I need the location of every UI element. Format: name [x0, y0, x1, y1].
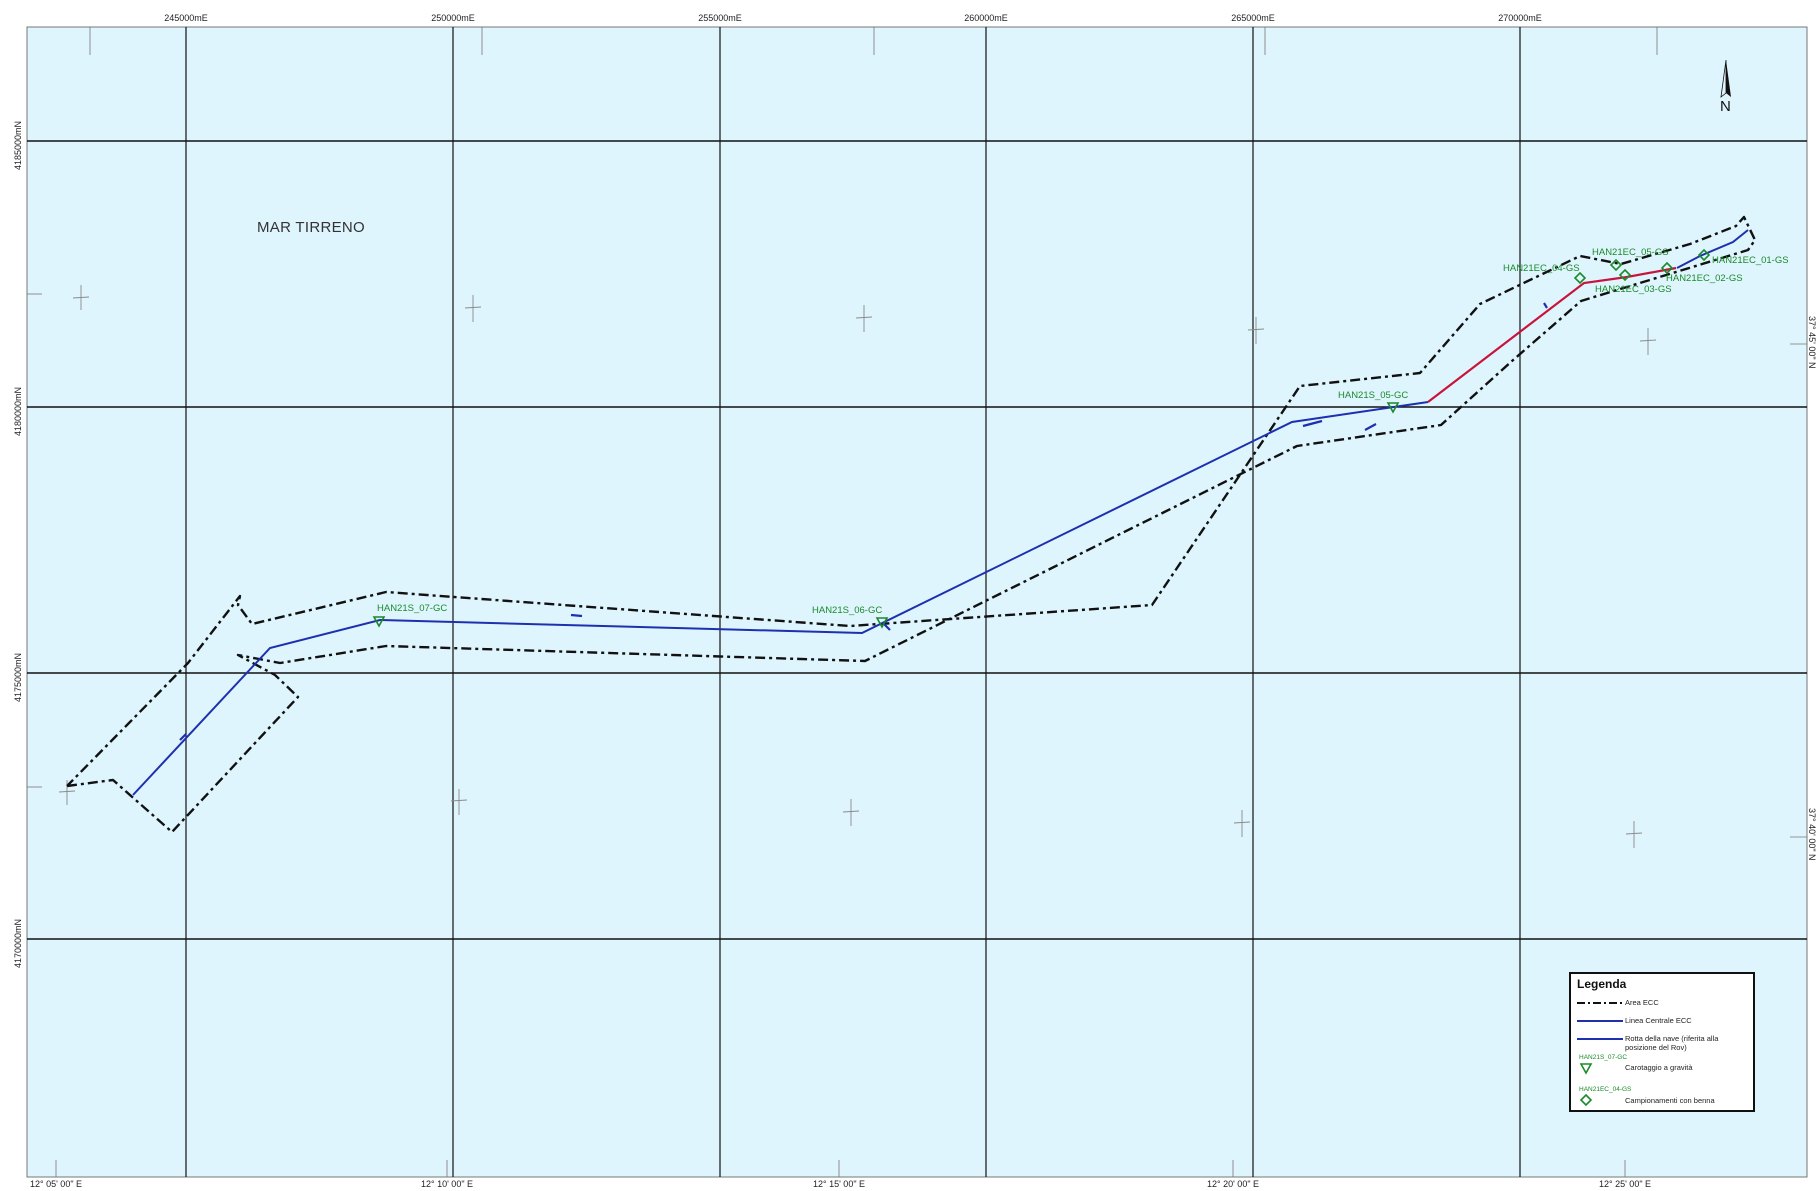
- easting-label: 265000mE: [1231, 13, 1275, 23]
- station-han21ec-03-diamond-icon: [1618, 268, 1632, 282]
- legend-label: Carotaggio a gravità: [1625, 1063, 1693, 1072]
- station-label: HAN21S_05-GC: [1338, 390, 1409, 401]
- north-label: N: [1720, 98, 1731, 115]
- ecc-centre-line-east: [1676, 229, 1749, 269]
- legend-label: Linea Centrale ECC: [1625, 1016, 1692, 1025]
- station-label: HAN21EC_02-GS: [1666, 273, 1743, 284]
- graticule-crosses: [58, 285, 1657, 848]
- easting-label: 260000mE: [964, 13, 1008, 23]
- northing-label: 4180000mN: [13, 386, 23, 436]
- latitude-label: 37° 45' 00" N: [1807, 316, 1817, 369]
- easting-label: 270000mE: [1498, 13, 1542, 23]
- station-label: HAN21EC_04-GS: [1503, 263, 1580, 274]
- northing-grid: [27, 140, 1807, 940]
- northing-label: 4170000mN: [13, 918, 23, 968]
- ship-route-fragments: [179, 302, 1548, 741]
- legend-example-label: HAN21EC_04-GS: [1579, 1086, 1632, 1093]
- station-label: HAN21S_07-GC: [377, 603, 448, 614]
- station-label: HAN21S_06-GC: [812, 605, 883, 616]
- legend-title: Legenda: [1577, 977, 1627, 991]
- blue-line-icon: [1577, 1020, 1623, 1022]
- longitude-label: 12° 15' 00" E: [812, 1179, 866, 1189]
- station-han21ec-04-diamond-icon: [1573, 271, 1587, 285]
- dashed-line-icon: [1577, 1002, 1623, 1004]
- sea-label: MAR TIRRENO: [257, 219, 366, 236]
- station-han21ec-02-diamond-icon: [1660, 261, 1674, 275]
- station-han21ec-05-diamond-icon: [1609, 258, 1623, 272]
- longitude-label: 12° 10' 00" E: [420, 1179, 474, 1189]
- map-frame: [26, 26, 1808, 1178]
- station-han21ec-01-diamond-icon: [1697, 248, 1711, 262]
- blue-line-icon: [1577, 1038, 1623, 1040]
- easting-label: 255000mE: [698, 13, 742, 23]
- northing-label: 4175000mN: [13, 652, 23, 702]
- legend-label: Campionamenti con benna: [1625, 1096, 1715, 1105]
- station-label: HAN21EC_03-GS: [1595, 284, 1672, 295]
- easting-grid: [185, 27, 1521, 1177]
- legend-label: Area ECC: [1625, 998, 1659, 1007]
- ecc-area-outline: [66, 215, 1757, 834]
- longitude-label: 12° 25' 00" E: [1598, 1179, 1652, 1189]
- longitude-label: 12° 20' 00" E: [1206, 1179, 1260, 1189]
- map-legend: Legenda Area ECC Linea Centrale ECC Rott…: [1569, 972, 1755, 1112]
- northing-label: 4185000mN: [13, 120, 23, 170]
- easting-label: 250000mE: [431, 13, 475, 23]
- triangle-icon: [1579, 1063, 1593, 1075]
- grab-sample-markers: [1573, 248, 1711, 285]
- legend-label: Rotta della nave (riferita alla posizion…: [1625, 1034, 1719, 1052]
- ecc-centre-line: [132, 401, 1429, 796]
- station-label: HAN21EC_01-GS: [1712, 255, 1789, 266]
- station-label: HAN21EC_05-GS: [1592, 247, 1669, 258]
- latitude-label: 37° 40' 00" N: [1807, 808, 1817, 861]
- easting-label: 245000mE: [164, 13, 208, 23]
- sea-area: [27, 27, 1807, 1177]
- diamond-icon: [1579, 1094, 1593, 1107]
- station-han21s-06-triangle-icon: [875, 617, 889, 629]
- longitude-label: 12° 05' 00" E: [29, 1179, 83, 1189]
- north-arrow-icon: [1720, 59, 1731, 98]
- graticule-edge-ticks: [27, 27, 1807, 1177]
- station-han21s-07-triangle-icon: [372, 616, 386, 628]
- ship-route-red: [1427, 266, 1677, 403]
- gravity-core-markers: [372, 402, 1400, 629]
- station-han21s-05-triangle-icon: [1386, 402, 1400, 414]
- legend-example-label: HAN21S_07-GC: [1579, 1054, 1628, 1061]
